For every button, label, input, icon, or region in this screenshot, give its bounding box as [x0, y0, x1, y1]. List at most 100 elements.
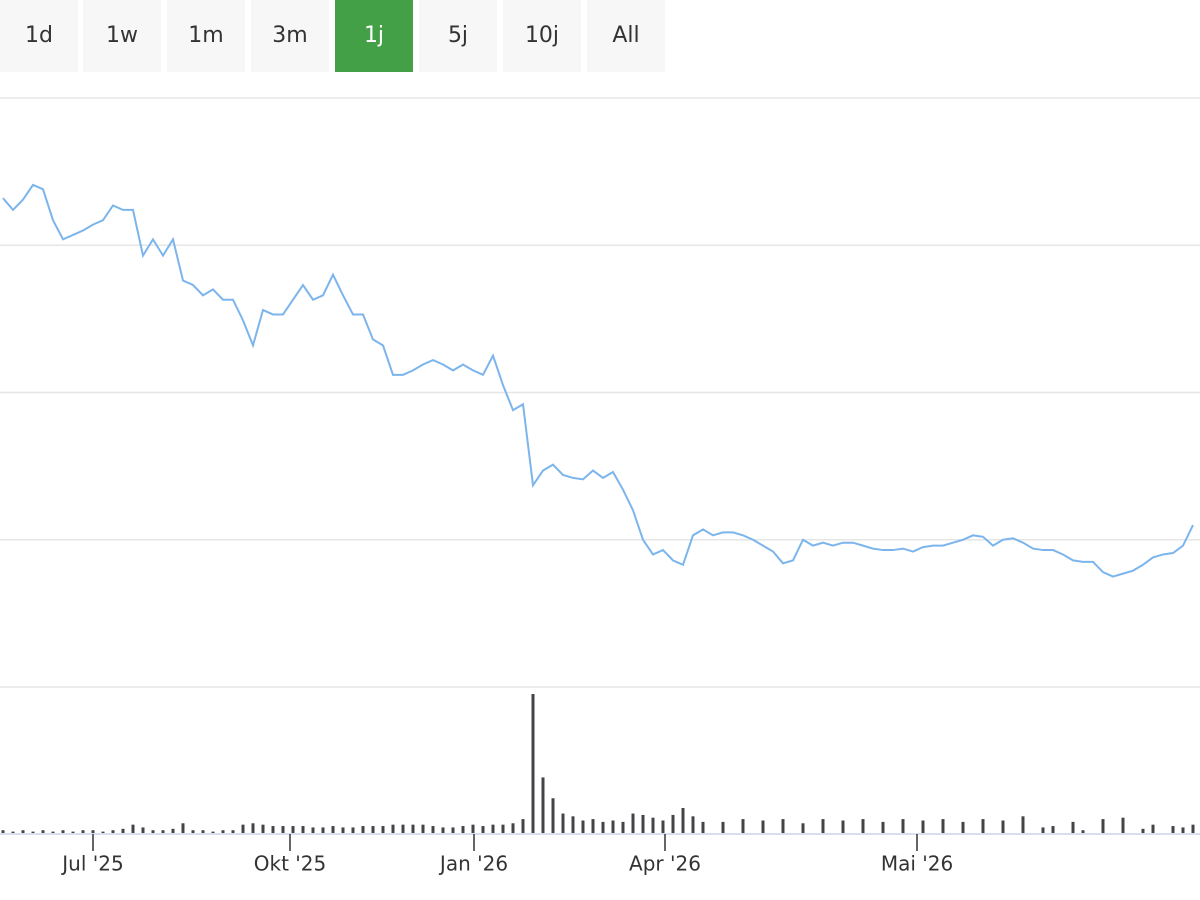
volume-bar: [941, 819, 945, 833]
volume-bar: [1181, 827, 1185, 833]
volume-bar: [701, 821, 705, 833]
volume-bar: [1171, 826, 1175, 833]
volume-bar: [161, 830, 165, 833]
volume-bar: [881, 821, 885, 833]
volume-bar: [501, 824, 505, 833]
volume-bar: [741, 819, 745, 833]
volume-bar: [541, 777, 545, 833]
volume-bar: [41, 830, 45, 833]
volume-bar: [91, 830, 95, 833]
x-tick-label: Jul '25: [60, 852, 123, 876]
range-button[interactable]: 1w: [83, 0, 161, 72]
volume-bar: [861, 819, 865, 833]
range-button[interactable]: 5j: [419, 0, 497, 72]
volume-bar: [181, 823, 185, 833]
volume-bar: [551, 798, 555, 833]
volume-bar: [221, 830, 225, 833]
volume-bar: [491, 824, 495, 833]
volume-bar: [961, 821, 965, 833]
volume-bar: [821, 819, 825, 833]
volume-bar: [1121, 817, 1125, 833]
volume-bar: [261, 824, 265, 833]
volume-bar: [661, 820, 665, 833]
x-tick-label: Mai '26: [881, 852, 953, 876]
volume-bar: [381, 826, 385, 833]
volume-bar: [1151, 824, 1155, 833]
volume-bar: [321, 827, 325, 833]
range-button[interactable]: All: [587, 0, 665, 72]
volume-bar: [11, 831, 15, 833]
volume-bar: [631, 813, 635, 833]
volume-bar: [471, 824, 475, 833]
volume-bar: [1081, 830, 1085, 833]
volume-bar: [421, 824, 425, 833]
volume-bar: [121, 828, 125, 833]
volume-bar: [511, 823, 515, 833]
range-button[interactable]: 3m: [251, 0, 329, 72]
range-button[interactable]: 1d: [0, 0, 78, 72]
volume-bar: [761, 820, 765, 833]
volume-bar: [621, 821, 625, 833]
volume-bar: [391, 824, 395, 833]
volume-bar: [571, 816, 575, 833]
volume-bar: [1071, 821, 1075, 833]
volume-bar: [371, 826, 375, 833]
range-button[interactable]: 1j: [335, 0, 413, 72]
range-button[interactable]: 10j: [503, 0, 581, 72]
volume-bar: [441, 827, 445, 833]
volume-bar: [431, 826, 435, 833]
volume-bar: [21, 830, 25, 833]
volume-bar: [1, 830, 5, 833]
volume-bar: [341, 827, 345, 833]
volume-bar: [101, 831, 105, 833]
volume-bar: [111, 830, 115, 833]
volume-bar: [1021, 816, 1025, 833]
volume-bar: [1191, 824, 1195, 833]
volume-bar: [651, 817, 655, 833]
x-tick-label: Jan '26: [438, 852, 508, 876]
volume-bar: [1141, 828, 1145, 833]
volume-bar: [131, 824, 135, 833]
volume-bar: [601, 821, 605, 833]
volume-bar: [581, 820, 585, 833]
volume-bar: [331, 826, 335, 833]
volume-bar: [361, 826, 365, 833]
volume-bar: [801, 823, 805, 833]
volume-bar: [401, 824, 405, 833]
volume-bar: [31, 831, 35, 833]
volume-bar: [841, 820, 845, 833]
volume-bar: [451, 827, 455, 833]
volume-bar: [151, 830, 155, 833]
volume-bar: [611, 820, 615, 833]
volume-bar: [351, 827, 355, 833]
volume-bar: [1051, 826, 1055, 833]
volume-bar: [1041, 827, 1045, 833]
price-line: [2, 183, 1194, 578]
volume-bar: [641, 814, 645, 833]
x-tick-label: Okt '25: [254, 852, 326, 876]
volume-bar: [671, 814, 675, 833]
volume-bar: [311, 827, 315, 833]
volume-bar: [691, 816, 695, 833]
volume-bar: [211, 831, 215, 833]
volume-bar: [301, 826, 305, 833]
volume-bar: [561, 813, 565, 833]
range-button[interactable]: 1m: [167, 0, 245, 72]
volume-bar: [901, 819, 905, 833]
volume-bar: [231, 830, 235, 833]
volume-bar: [251, 823, 255, 833]
volume-bar: [461, 826, 465, 833]
volume-bar: [51, 831, 55, 833]
volume-bar: [681, 807, 685, 833]
x-tick-label: Apr '26: [629, 852, 701, 876]
volume-bar: [411, 824, 415, 833]
volume-bar: [81, 830, 85, 833]
volume-bar: [521, 819, 525, 833]
volume-bar: [1001, 820, 1005, 833]
volume-bar: [141, 827, 145, 833]
volume-bar: [201, 830, 205, 833]
volume-bar: [71, 831, 75, 833]
volume-bar: [191, 830, 195, 833]
